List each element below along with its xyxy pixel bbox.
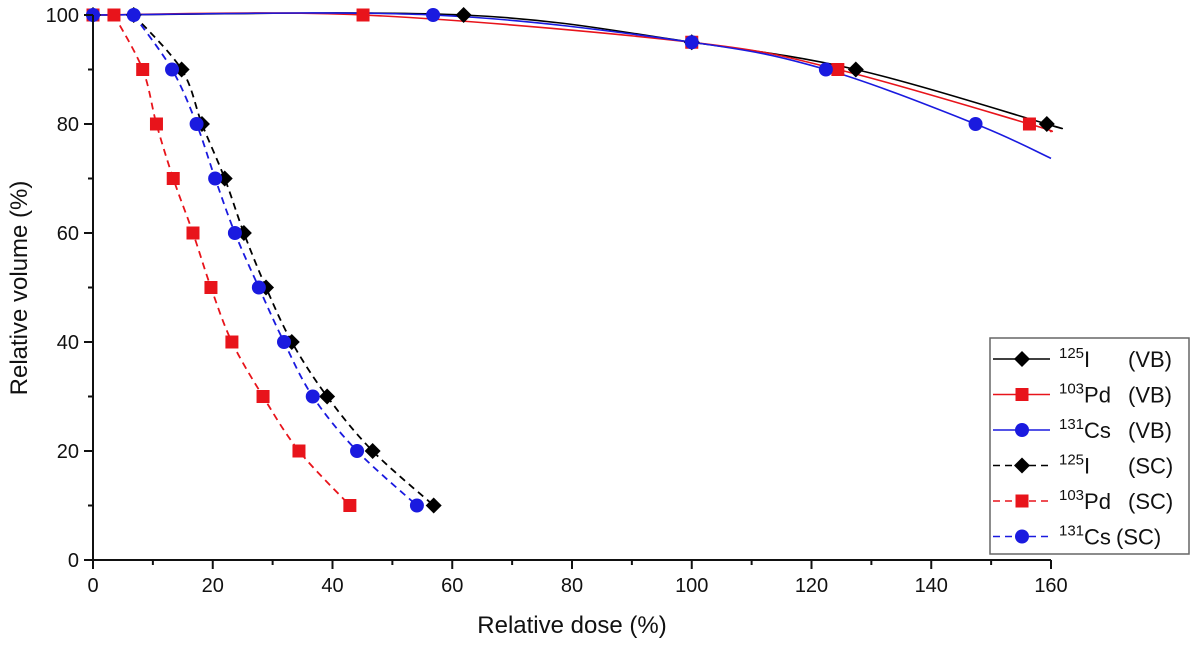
legend-marker-cs-sc xyxy=(1015,529,1029,544)
data-point-i-vb xyxy=(847,61,864,78)
data-point-cs-sc xyxy=(350,444,365,458)
data-point-pd-sc xyxy=(136,63,150,76)
data-point-i-sc xyxy=(364,443,381,459)
data-point-pd-sc xyxy=(149,117,163,131)
x-axis-title: Relative dose (%) xyxy=(477,612,666,639)
y-tick-label: 20 xyxy=(57,441,79,463)
x-tick-label: 160 xyxy=(1034,575,1067,597)
x-tick-label: 80 xyxy=(561,575,583,597)
data-point-cs-sc xyxy=(251,280,266,295)
data-point-pd-sc xyxy=(292,444,306,458)
data-point-cs-sc xyxy=(277,335,292,349)
x-tick-label: 60 xyxy=(441,575,463,597)
series-line-cs-sc xyxy=(132,14,418,507)
x-tick-label: 100 xyxy=(675,575,708,597)
plot-markers xyxy=(85,7,1055,514)
series-line-cs-vb xyxy=(92,12,1052,160)
legend: 125I (VB) 103Pd (VB) 131Cs (VB) 125I (SC) 103Pd(… xyxy=(989,337,1190,555)
series-line-i-sc xyxy=(133,14,435,507)
data-point-pd-vb xyxy=(356,8,370,22)
data-point-pd-sc xyxy=(186,226,200,240)
x-tick-label: 140 xyxy=(915,575,948,597)
x-tick-label: 120 xyxy=(795,575,828,597)
series-line-pd-vb xyxy=(92,12,1053,133)
legend-marker-cs-vb xyxy=(1015,423,1029,437)
data-point-cs-sc xyxy=(126,8,141,22)
data-point-cs-sc xyxy=(189,117,204,131)
data-point-cs-vb xyxy=(818,62,833,77)
ticks: 0 20 40 60 80 100 120 140 160 0 20 40 60 80 100 xyxy=(46,5,1068,597)
data-point-cs-sc xyxy=(208,171,223,186)
legend-label-cs-sc: 131Cs (SC) xyxy=(1059,523,1161,550)
legend-label-pd-sc: 103Pd (SC) xyxy=(1059,487,1173,514)
y-tick-label: 0 xyxy=(68,550,79,572)
data-point-pd-sc xyxy=(225,335,239,349)
data-point-cs-sc xyxy=(305,389,320,404)
legend-marker-pd-vb xyxy=(1015,388,1029,401)
data-point-pd-vb xyxy=(831,63,845,76)
legend-marker-pd-sc xyxy=(1015,494,1029,508)
legend-label-i-vb: 125I (VB) xyxy=(1059,345,1172,372)
legend-marker-i-sc xyxy=(1014,457,1030,474)
data-point-pd-vb xyxy=(1022,117,1036,131)
y-tick-label: 40 xyxy=(57,332,79,354)
y-tick-label: 60 xyxy=(57,223,79,245)
x-tick-label: 0 xyxy=(87,575,98,597)
x-tick-label: 40 xyxy=(321,575,343,597)
plot-lines xyxy=(92,12,1063,507)
y-axis-title: Relative volume (%) xyxy=(6,181,33,396)
data-point-cs-vb xyxy=(426,8,441,22)
legend-box xyxy=(989,337,1190,555)
data-point-i-sc xyxy=(319,388,336,405)
data-point-pd-sc xyxy=(343,499,357,512)
data-point-i-sc xyxy=(425,497,442,514)
data-point-pd-sc xyxy=(166,172,180,185)
legend-marker-i-vb xyxy=(1014,351,1030,367)
y-tick-label: 100 xyxy=(46,5,79,27)
data-point-cs-sc xyxy=(165,62,180,77)
y-tick-label: 80 xyxy=(57,114,79,136)
data-point-cs-vb xyxy=(968,117,983,131)
data-point-i-vb xyxy=(1038,116,1055,132)
data-point-pd-sc xyxy=(256,390,270,403)
legend-label-pd-vb: 103Pd (VB) xyxy=(1059,381,1172,408)
data-point-pd-sc xyxy=(204,281,218,294)
data-point-cs-vb xyxy=(684,35,699,50)
data-point-cs-sc xyxy=(227,226,242,240)
legend-label-i-sc: 125I (SC) xyxy=(1059,452,1173,479)
x-tick-label: 20 xyxy=(202,575,224,597)
legend-label-cs-vb: 131Cs (VB) xyxy=(1059,416,1172,443)
data-point-cs-sc xyxy=(409,498,424,513)
series-line-pd-sc xyxy=(113,14,351,507)
data-point-i-vb xyxy=(455,7,472,23)
data-point-pd-sc xyxy=(107,8,121,22)
